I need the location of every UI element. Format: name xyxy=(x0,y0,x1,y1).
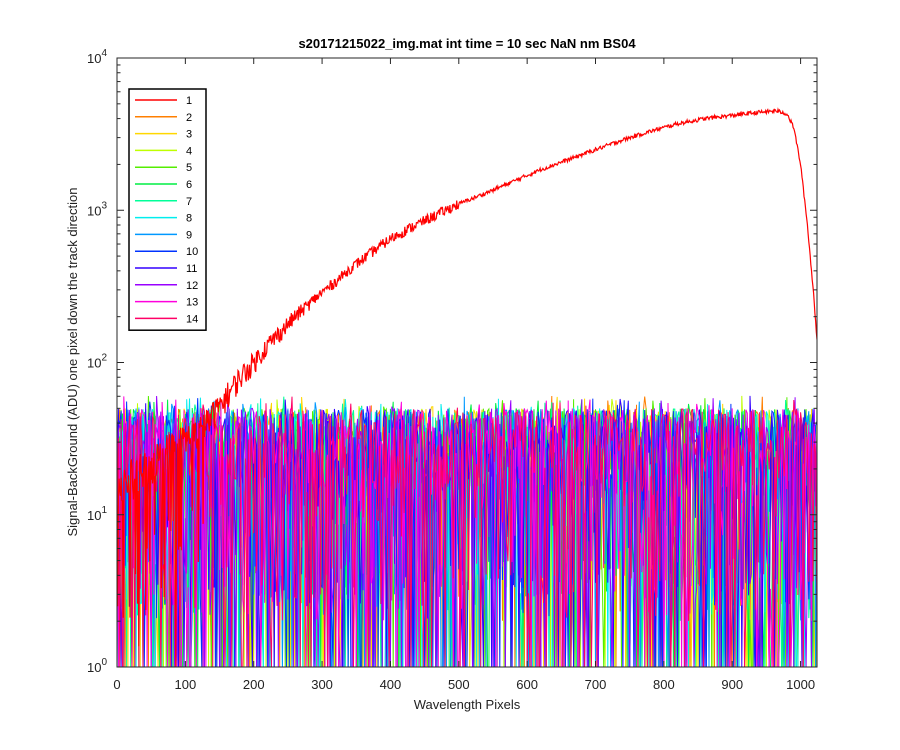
legend-label: 13 xyxy=(186,297,198,309)
legend-label: 2 xyxy=(186,112,192,124)
legend-label: 5 xyxy=(186,162,192,174)
x-tick-label: 300 xyxy=(311,677,333,692)
legend-label: 10 xyxy=(186,246,198,258)
legend-label: 6 xyxy=(186,179,192,191)
legend-box xyxy=(128,88,207,331)
x-tick-label: 1000 xyxy=(786,677,815,692)
y-tick-label: 104 xyxy=(87,48,107,66)
x-tick-label: 0 xyxy=(113,677,120,692)
x-tick-label: 800 xyxy=(653,677,675,692)
x-tick-label: 700 xyxy=(585,677,607,692)
series-line-1 xyxy=(117,107,817,667)
y-tick-label: 103 xyxy=(87,200,107,218)
x-axis-label: Wavelength Pixels xyxy=(414,697,521,712)
y-axis-label: Signal-BackGround (ADU) one pixel down t… xyxy=(65,187,80,536)
series-line-14 xyxy=(117,396,817,667)
x-axis: 0 100 200 300 400 500 600 700 800 900 1000 xyxy=(113,58,815,692)
x-tick-label: 900 xyxy=(721,677,743,692)
x-tick-label: 200 xyxy=(243,677,265,692)
chart-title: s20171215022_img.mat int time = 10 sec N… xyxy=(298,36,636,51)
legend-label: 7 xyxy=(186,196,192,208)
legend-label: 9 xyxy=(186,229,192,241)
y-tick-label: 102 xyxy=(87,353,107,371)
legend-label: 11 xyxy=(186,263,197,275)
legend-label: 1 xyxy=(186,95,192,107)
x-tick-label: 500 xyxy=(448,677,470,692)
legend-label: 12 xyxy=(186,280,198,292)
legend-label: 3 xyxy=(186,129,192,141)
y-tick-label: 100 xyxy=(87,657,107,675)
plot-area xyxy=(117,107,817,667)
legend-label: 8 xyxy=(186,213,192,225)
x-tick-label: 400 xyxy=(380,677,402,692)
x-tick-label: 600 xyxy=(516,677,538,692)
legend-label: 4 xyxy=(186,145,192,157)
legend-label: 14 xyxy=(186,313,198,325)
y-tick-label: 101 xyxy=(87,505,107,523)
x-tick-label: 100 xyxy=(175,677,197,692)
